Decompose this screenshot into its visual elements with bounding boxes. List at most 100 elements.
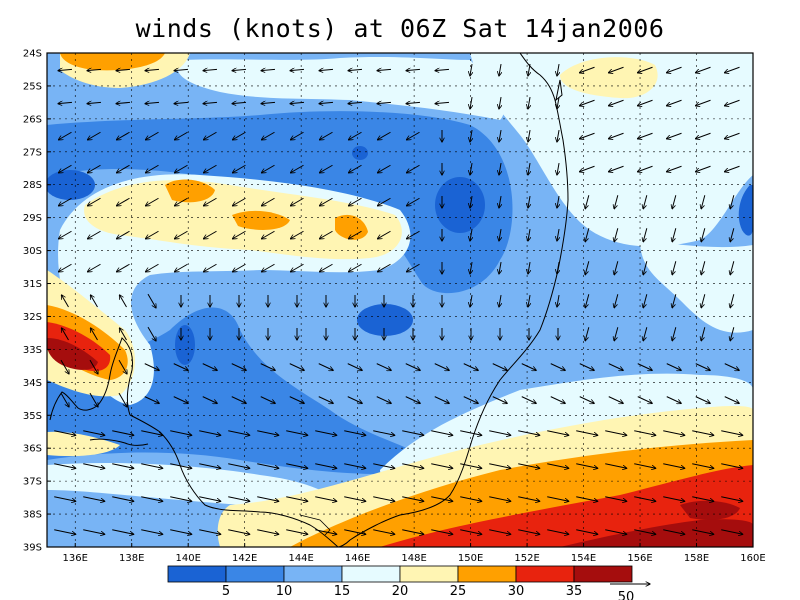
field-20-nc (177, 57, 504, 120)
wind-arrow (528, 262, 530, 274)
lat-label: 29S (23, 213, 42, 224)
wind-arrow (634, 430, 656, 436)
wind-arrow (579, 132, 595, 138)
lon-label: 156E (627, 553, 652, 564)
wind-arrow (528, 97, 530, 109)
wind-arrow (460, 430, 482, 436)
wind-arrow (637, 99, 653, 105)
wind-vectors (54, 64, 743, 534)
wind-arrow (435, 69, 450, 70)
wind-arrow (460, 529, 482, 535)
wind-arrow (118, 392, 127, 407)
wind-arrow (117, 131, 130, 140)
latitude-labels: 24S 25S 26S 27S 28S 29S 30S 31S 32S 33S 34S 35S 36S 3… (23, 49, 51, 554)
wind-arrow (730, 294, 735, 308)
wind-arrow (228, 463, 250, 469)
wind-arrow (721, 529, 743, 535)
wind-arrow (499, 64, 501, 76)
wind-arrow (58, 69, 73, 70)
wind-arrow (373, 529, 395, 535)
lon-label: 154E (571, 553, 596, 564)
wind-arrow (228, 496, 250, 502)
wind-arrow (88, 197, 101, 206)
wind-arrow (402, 463, 424, 469)
wind-arrow (407, 197, 420, 206)
wind-arrow (320, 164, 333, 173)
wind-arrow (58, 102, 73, 103)
wind-arrow (463, 396, 479, 404)
wind-arrow (608, 66, 624, 72)
wind-arrow (528, 229, 530, 241)
wind-arrow (170, 430, 192, 436)
wind-arrow (112, 496, 134, 502)
wind-arrow (489, 463, 511, 469)
wind-arrow (730, 327, 735, 341)
wind-arrow (547, 430, 569, 436)
wind-arrow (175, 197, 188, 206)
wind-arrow (431, 529, 453, 535)
field-25-coast (47, 431, 120, 457)
wind-arrow (175, 164, 188, 173)
wind-arrow (290, 69, 305, 70)
colorbar-swatch (341, 565, 401, 583)
wind-arrow (59, 131, 72, 140)
wind-arrow (470, 97, 472, 109)
wind-arrow (120, 295, 127, 308)
wind-arrow (579, 165, 595, 171)
wind-arrow (434, 396, 450, 404)
field-5-spot-b (357, 304, 413, 336)
wind-arrow (232, 69, 247, 70)
lon-label: 160E (740, 553, 765, 564)
wind-arrow (174, 69, 189, 70)
wind-arrow (260, 396, 276, 404)
field-20-ne (470, 53, 753, 247)
wind-arrow (518, 430, 540, 436)
wind-arrow (407, 164, 420, 173)
field-5-spot-c (47, 170, 95, 200)
wind-arrow (666, 363, 682, 371)
wind-arrow (147, 326, 156, 341)
wind-arrow (117, 263, 130, 272)
wind-arrow (672, 228, 677, 242)
wind-arrow (492, 363, 508, 371)
wind-arrow (489, 496, 511, 502)
wind-arrow (406, 69, 421, 70)
wind-arrow (262, 263, 275, 272)
wind-arrow (262, 197, 275, 206)
wind-arrow (666, 132, 682, 138)
wind-arrow (557, 97, 559, 109)
wind-arrow (499, 262, 501, 274)
wind-arrow (557, 163, 559, 175)
wind-arrow (557, 130, 559, 142)
wind-arrow (315, 529, 337, 535)
colorbar-label: 35 (566, 584, 583, 599)
wind-arrow (319, 69, 334, 70)
wind-arrow (730, 261, 735, 275)
wind-arrow (170, 496, 192, 502)
wind-arrow (528, 295, 530, 307)
wind-arrow (608, 396, 624, 404)
wind-arrow (170, 529, 192, 535)
wind-arrow (701, 294, 706, 308)
wind-arrow (434, 363, 450, 371)
wind-arrow (643, 327, 648, 341)
wind-arrow (663, 430, 685, 436)
wind-arrow (605, 529, 627, 535)
wind-arrow (257, 430, 279, 436)
wind-arrow (614, 294, 619, 308)
wind-arrow (54, 496, 76, 502)
colorbar-swatch (283, 565, 343, 583)
wind-arrow (348, 102, 363, 103)
map-title: winds (knots) at 06Z Sat 14jan2006 (135, 14, 665, 43)
wind-arrow (492, 396, 508, 404)
wind-arrow (435, 102, 450, 103)
wind-arrow (470, 229, 472, 241)
wind-arrow (174, 102, 189, 103)
field-10-band (47, 111, 513, 294)
field-5-spot-a (435, 177, 485, 233)
wind-arrow (695, 165, 711, 171)
wind-arrow (320, 197, 333, 206)
field-5-spot-e (352, 146, 368, 160)
lon-label: 144E (288, 553, 313, 564)
wind-arrow (672, 327, 677, 341)
